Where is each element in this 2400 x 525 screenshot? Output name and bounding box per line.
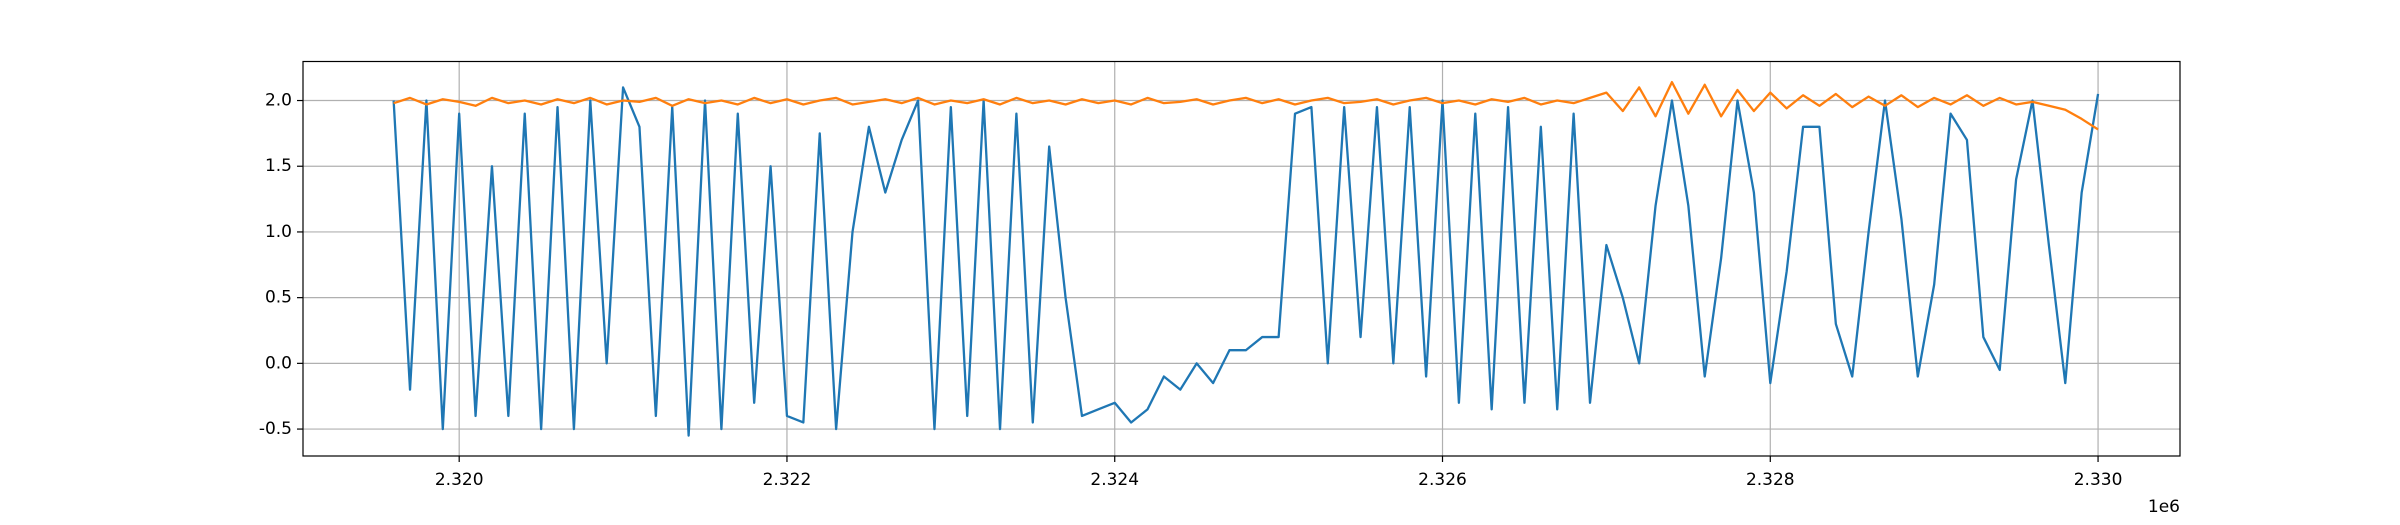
y-tick-label: 2.0 — [265, 91, 292, 111]
y-tick-label: 1.5 — [265, 156, 292, 176]
x-tick-label: 2.322 — [763, 470, 812, 490]
x-tick-label: 2.330 — [2074, 470, 2123, 490]
line-series — [392, 86, 2100, 437]
y-tick-label: -0.5 — [259, 419, 292, 439]
x-offset-label: 1e6 — [2148, 497, 2180, 517]
x-tick-label: 2.324 — [1090, 470, 1139, 490]
grid — [303, 61, 2180, 456]
x-tick-label: 2.326 — [1418, 470, 1467, 490]
y-tick-label: 0.5 — [265, 288, 292, 308]
x-tick-label: 2.320 — [435, 470, 484, 490]
line-series — [393, 80, 2099, 131]
y-tick-label: 1.0 — [265, 222, 292, 242]
x-tick-label: 2.328 — [1746, 470, 1795, 490]
y-tick-label: 0.0 — [265, 353, 292, 373]
plot-area — [392, 80, 2100, 437]
axes-frame — [302, 60, 2181, 457]
